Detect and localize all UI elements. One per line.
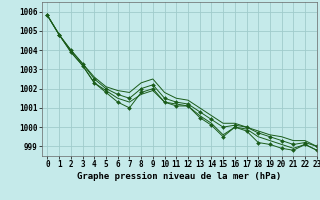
X-axis label: Graphe pression niveau de la mer (hPa): Graphe pression niveau de la mer (hPa) xyxy=(77,172,281,181)
